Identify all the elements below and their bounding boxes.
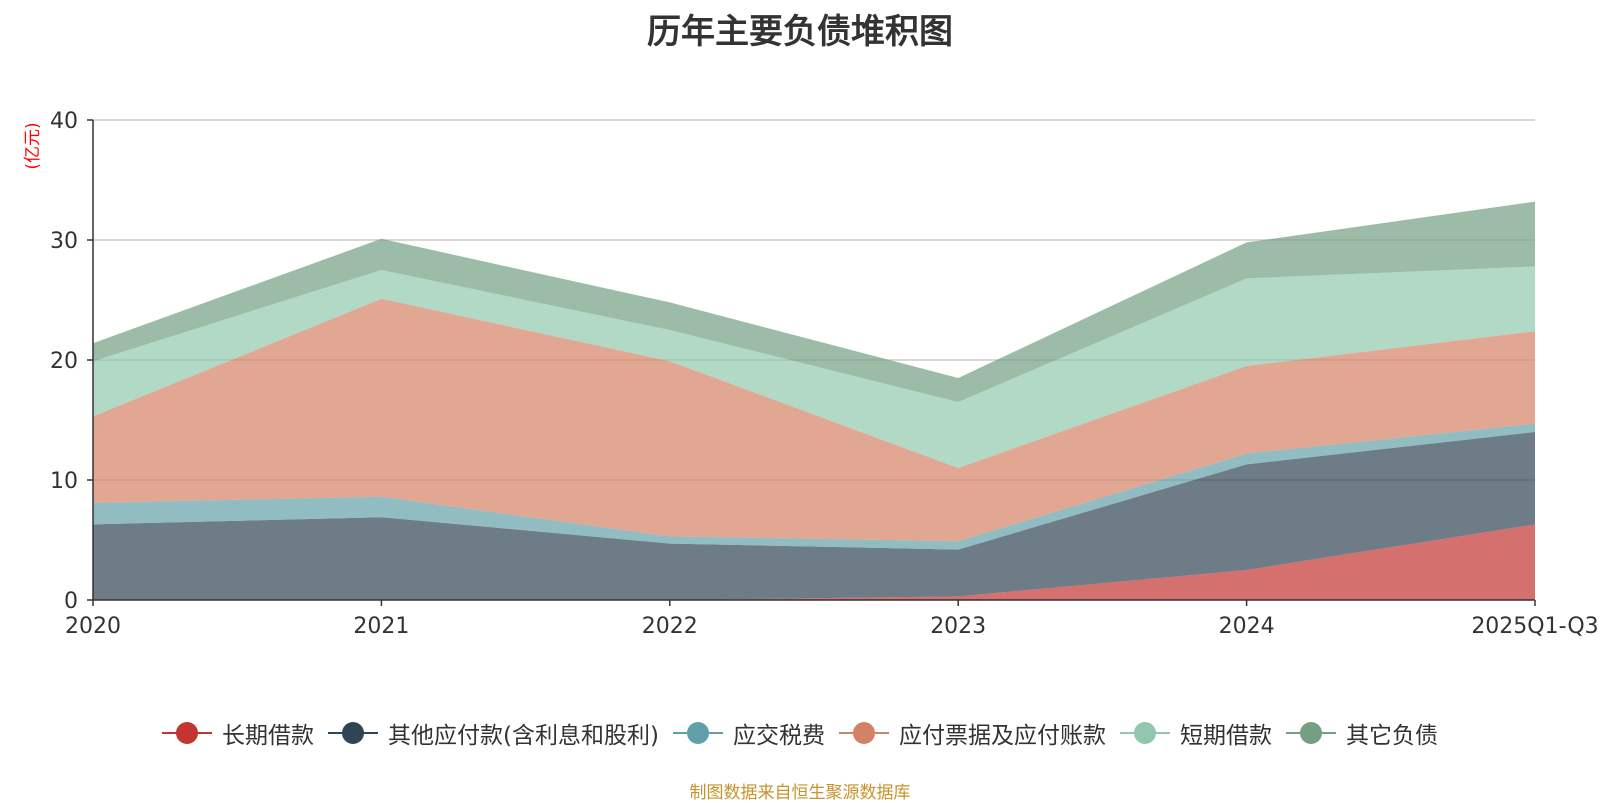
y-tick-label-40: 40 (50, 109, 78, 134)
x-tick-label-2: 2022 (642, 614, 698, 639)
legend-item-4[interactable]: 短期借款 (1119, 716, 1272, 750)
y-tick-label-20: 20 (50, 349, 78, 374)
legend-label: 应交税费 (732, 723, 825, 749)
legend: 长期借款 其他应付款(含利息和股利) 应交税费 应付票据及应付账款 短期借款 其它负债 (0, 716, 1600, 750)
legend-marker-icon (162, 721, 213, 745)
x-tick-label-3: 2023 (930, 614, 986, 639)
legend-marker-icon (1119, 721, 1170, 745)
legend-marker-icon (328, 721, 379, 745)
source-note: 制图数据来自恒生聚源数据库 (689, 783, 911, 803)
chart-title: 历年主要负债堆积图 (647, 12, 953, 52)
legend-item-0[interactable]: 长期借款 (162, 716, 314, 750)
area-series-0[interactable] (93, 524, 1535, 600)
y-tick-label-30: 30 (50, 229, 78, 254)
legend-item-2[interactable]: 应交税费 (672, 716, 825, 750)
legend-marker-icon (1285, 721, 1336, 745)
y-axis-label: (亿元) (23, 122, 43, 169)
legend-item-3[interactable]: 应付票据及应付账款 (838, 716, 1106, 750)
x-tick-label-4: 2024 (1219, 614, 1275, 639)
legend-label: 其他应付款(含利息和股利) (388, 723, 659, 749)
legend-label: 短期借款 (1179, 723, 1272, 749)
legend-label: 应付票据及应付账款 (898, 723, 1106, 749)
legend-label: 其它负债 (1345, 723, 1438, 749)
x-tick-label-1: 2021 (353, 614, 409, 639)
area-series-1[interactable] (93, 432, 1535, 600)
legend-item-5[interactable]: 其它负债 (1285, 716, 1438, 750)
x-tick-label-5: 2025Q1-Q3 (1471, 614, 1598, 639)
x-axis-ticks: 2020 2021 2022 2023 2024 2025Q1-Q3 (65, 600, 1599, 639)
area-series-5[interactable] (93, 201, 1535, 402)
area-series (93, 201, 1535, 600)
legend-marker-icon (672, 721, 723, 745)
area-series-3[interactable] (93, 298, 1535, 542)
area-series-4[interactable] (93, 266, 1535, 468)
y-tick-label-10: 10 (50, 469, 78, 494)
y-axis-ticks: 0 10 20 30 40 (50, 109, 93, 614)
y-tick-label-0: 0 (64, 589, 78, 614)
x-tick-label-0: 2020 (65, 614, 121, 639)
legend-label: 长期借款 (222, 723, 315, 749)
legend-marker-icon (838, 721, 889, 745)
area-series-2[interactable] (93, 423, 1535, 550)
legend-item-1[interactable]: 其他应付款(含利息和股利) (328, 716, 659, 750)
